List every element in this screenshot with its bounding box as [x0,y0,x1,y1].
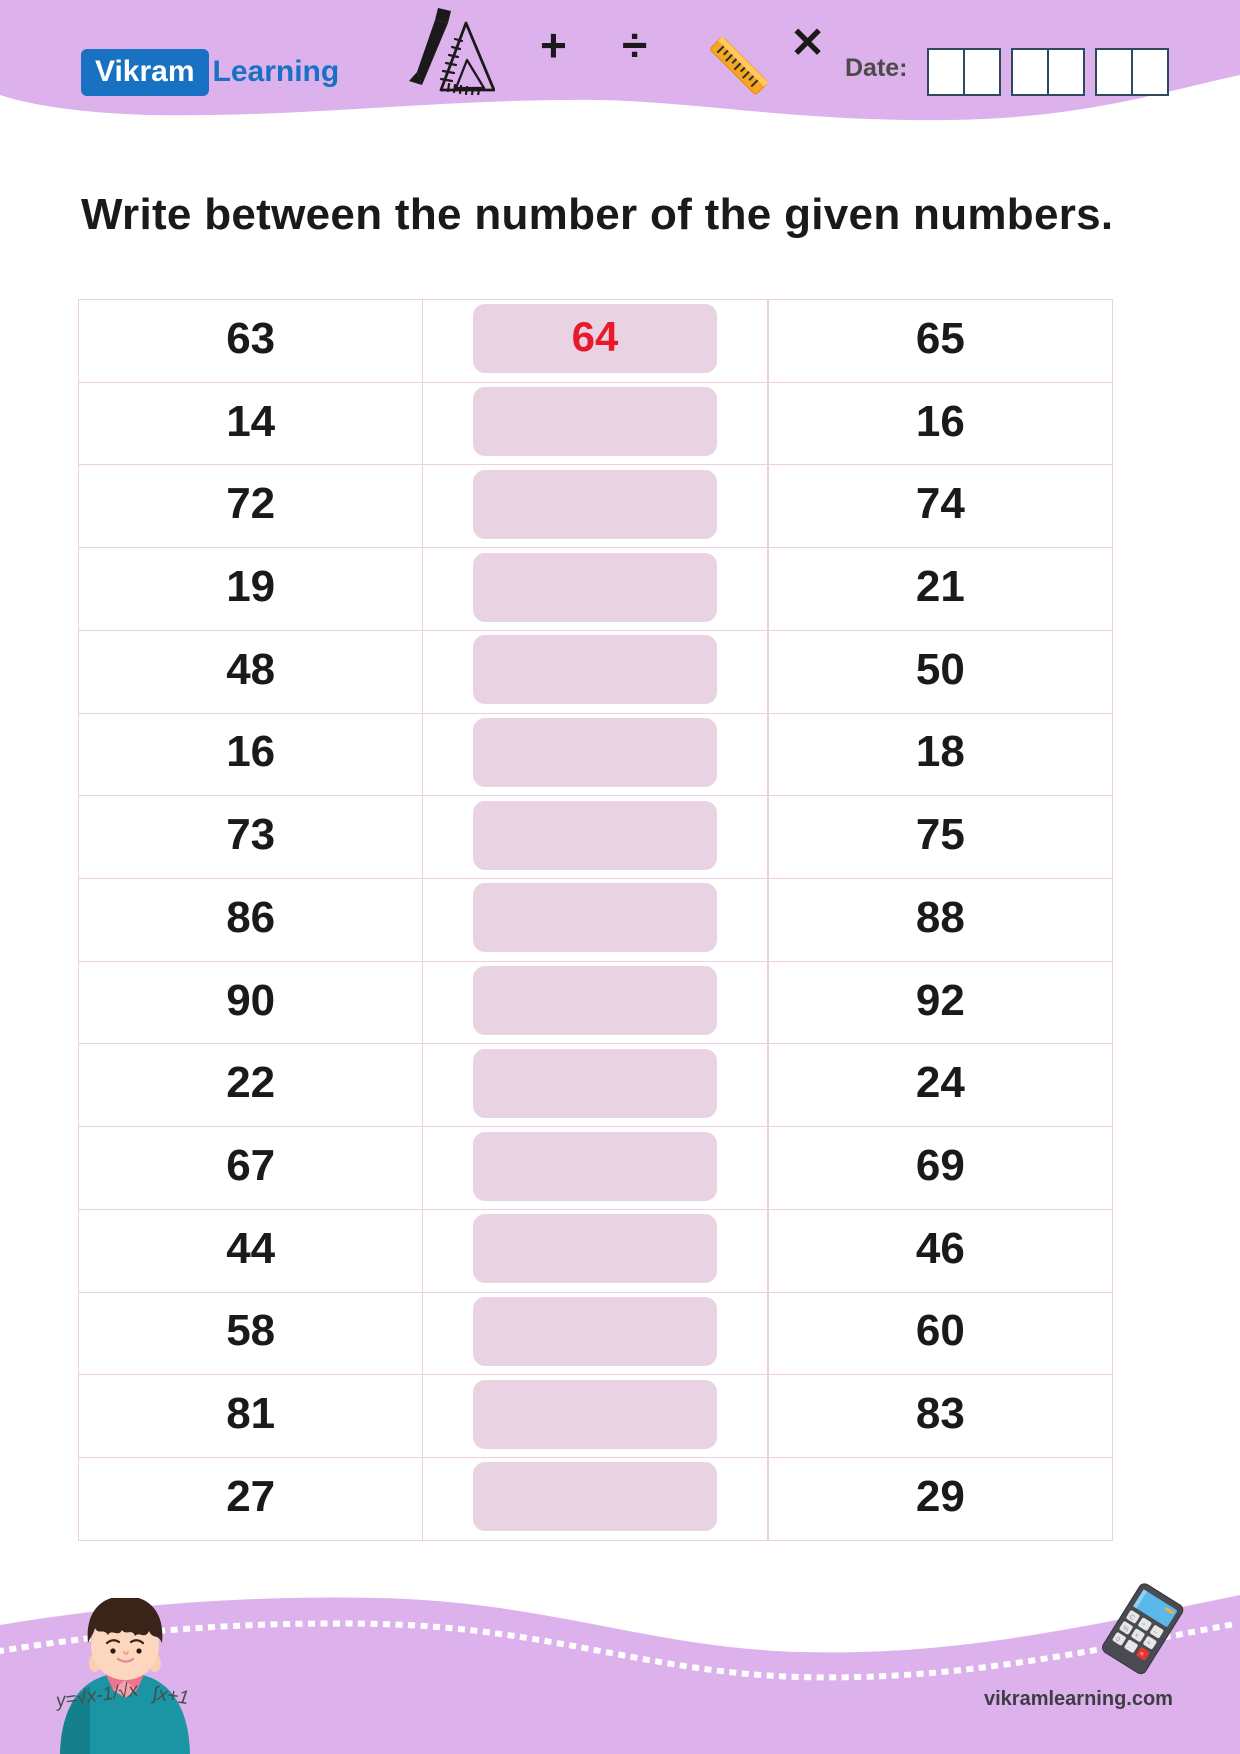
svg-text:y=√x-1/√x: y=√x-1/√x [55,1679,141,1712]
svg-text:∫x+1: ∫x+1 [150,1683,190,1709]
